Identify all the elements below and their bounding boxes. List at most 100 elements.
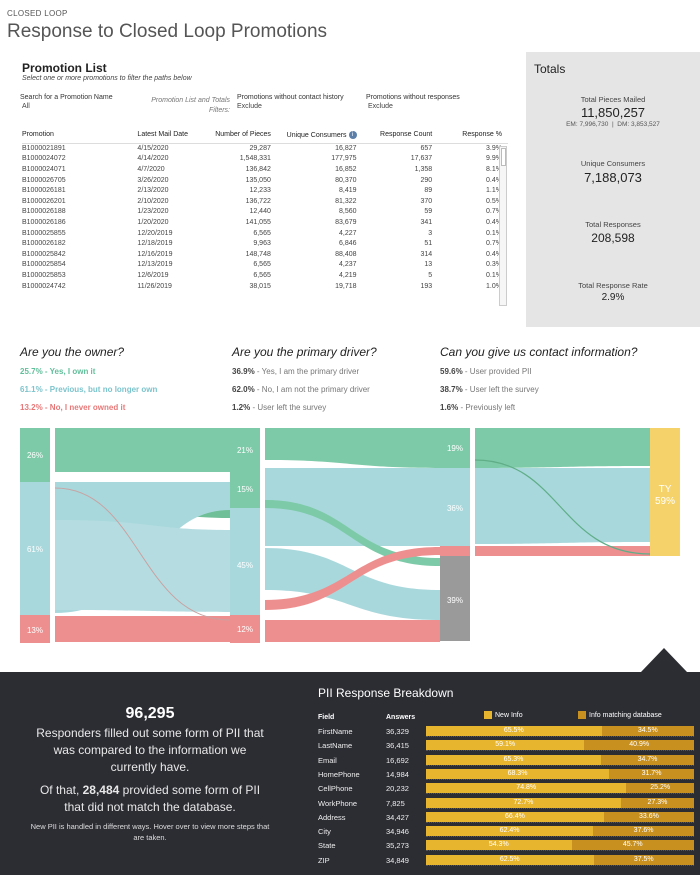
table-row[interactable]: B1000025854 12/13/2019 6,565 4,237 13 0.3% xyxy=(22,260,508,271)
pii-stacked-bar[interactable]: 65.5% 34.5% xyxy=(426,725,694,737)
table-row[interactable]: B1000026188 1/23/2020 12,440 8,560 59 0.7% xyxy=(22,207,508,218)
bar-segment-new-info[interactable] xyxy=(426,754,601,765)
bar-segment-new-info[interactable] xyxy=(426,783,627,794)
table-row[interactable]: B1000026186 1/20/2020 141,055 83,679 341 0.4% xyxy=(22,217,508,228)
pii-row[interactable]: Email 16,692 65.3% 34.7% xyxy=(318,754,694,768)
flow-driver-never[interactable] xyxy=(265,620,440,642)
flow-driver-previous[interactable] xyxy=(265,468,440,546)
pii-row[interactable]: HomePhone 14,984 68.3% 31.7% xyxy=(318,768,694,782)
table-row[interactable]: B1000026182 12/18/2019 9,963 6,846 51 0.7% xyxy=(22,238,508,249)
pii-stacked-bar[interactable]: 54.3% 45.7% xyxy=(426,839,694,852)
table-scrollbar[interactable] xyxy=(499,146,507,306)
bar-segment-matching[interactable] xyxy=(609,768,694,779)
pii-row[interactable]: WorkPhone 7,825 72.7% 27.3% xyxy=(318,797,694,811)
table-row[interactable]: B1000025842 12/16/2019 148,748 88,408 314 0.4… xyxy=(22,249,508,260)
node-driver-45[interactable] xyxy=(230,508,260,615)
pii-row[interactable]: FirstName 36,329 65.5% 34.5% xyxy=(318,725,694,739)
node-driver-15[interactable] xyxy=(230,472,260,508)
node-contact-red[interactable] xyxy=(440,546,470,556)
pii-stacked-bar[interactable]: 65.3% 34.7% xyxy=(426,754,694,766)
pii-row[interactable]: ZIP 34,849 62.5% 37.5% xyxy=(318,854,694,868)
pii-stacked-bar[interactable]: 59.1% 40.9% xyxy=(426,739,694,752)
scrollbar-thumb[interactable] xyxy=(501,148,506,166)
col-latest-mail-date[interactable]: Latest Mail Date xyxy=(137,127,208,144)
bar-segment-matching[interactable] xyxy=(584,740,694,751)
flow-owner-yes[interactable] xyxy=(55,428,230,472)
flow-driver-no[interactable] xyxy=(265,548,440,620)
bar-segment-matching[interactable] xyxy=(620,797,694,808)
info-icon[interactable]: i xyxy=(348,130,357,139)
filter-contact-history-select[interactable]: Exclude xyxy=(237,103,262,110)
question-answer[interactable]: 13.2% - No, I never owned it xyxy=(20,403,125,412)
node-owner-never[interactable] xyxy=(20,615,50,643)
question-answer[interactable]: 38.7% - User left the survey xyxy=(440,385,539,394)
filter-responses-select[interactable]: Exclude xyxy=(368,103,393,110)
col-response-pct[interactable]: Response % xyxy=(438,127,508,144)
question-answer[interactable]: 1.6% - Previously left xyxy=(440,403,515,412)
bar-segment-new-info[interactable] xyxy=(426,826,594,837)
node-contact-36[interactable] xyxy=(440,468,470,546)
col-unique-consumers[interactable]: Unique Consumers i xyxy=(276,127,363,144)
flow-contact-red[interactable] xyxy=(475,546,650,556)
col-promotion[interactable]: Promotion xyxy=(22,127,138,144)
table-row[interactable]: B1000026181 2/13/2020 12,233 8,419 89 1.1% xyxy=(22,185,508,196)
flow-red-cross[interactable] xyxy=(265,547,440,610)
pii-stacked-bar[interactable]: 72.7% 27.3% xyxy=(426,797,694,809)
table-row[interactable]: B1000024072 4/14/2020 1,548,331 177,975 17,6… xyxy=(22,154,508,165)
bar-segment-matching[interactable] xyxy=(593,854,694,865)
pii-stacked-bar[interactable]: 62.4% 37.6% xyxy=(426,825,694,838)
table-row[interactable]: B1000025855 12/20/2019 6,565 4,227 3 0.1% xyxy=(22,228,508,239)
bar-segment-matching[interactable] xyxy=(603,811,694,822)
flow-owner-never[interactable] xyxy=(55,616,230,642)
pii-row[interactable]: State 35,273 54.3% 45.7% xyxy=(318,839,694,853)
question-answer[interactable]: 25.7% - Yes, I own it xyxy=(20,367,95,376)
question-answer[interactable]: 61.1% - Previous, but no longer own xyxy=(20,385,157,394)
bar-segment-new-info[interactable] xyxy=(426,840,572,851)
question-answer[interactable]: 59.6% - User provided PII xyxy=(440,367,532,376)
pii-stacked-bar[interactable]: 74.8% 25.2% xyxy=(426,782,694,795)
node-thank-you[interactable] xyxy=(650,428,680,556)
flow-driver-yes[interactable] xyxy=(265,428,440,468)
bar-segment-new-info[interactable] xyxy=(426,811,604,822)
bar-segment-new-info[interactable] xyxy=(426,740,585,751)
flow-contact-green[interactable] xyxy=(475,428,650,468)
node-contact-19[interactable] xyxy=(440,428,470,468)
bar-segment-new-info[interactable] xyxy=(426,768,610,779)
table-row[interactable]: B1000025853 12/6/2019 6,565 4,219 5 0.1% xyxy=(22,270,508,281)
bar-segment-matching[interactable] xyxy=(601,726,694,736)
question-answer[interactable]: 36.9% - Yes, I am the primary driver xyxy=(232,367,359,376)
table-row[interactable]: B1000021891 4/15/2020 29,287 16,827 657 3.9% xyxy=(22,143,508,154)
pii-stacked-bar[interactable]: 68.3% 31.7% xyxy=(426,768,694,780)
question-answer[interactable]: 62.0% - No, I am not the primary driver xyxy=(232,385,370,394)
table-row[interactable]: B1000026201 2/10/2020 136,722 81,322 370 0.5% xyxy=(22,196,508,207)
node-owner-yes[interactable] xyxy=(20,428,50,482)
bar-segment-matching[interactable] xyxy=(601,754,694,765)
node-contact-39[interactable] xyxy=(440,556,470,641)
pii-row[interactable]: CellPhone 20,232 74.8% 25.2% xyxy=(318,782,694,796)
search-input[interactable]: All xyxy=(22,103,30,110)
bar-segment-new-info[interactable] xyxy=(426,726,602,736)
node-driver-12[interactable] xyxy=(230,615,260,643)
bar-segment-new-info[interactable] xyxy=(426,854,594,865)
question-answer[interactable]: 1.2% - User left the survey xyxy=(232,403,326,412)
flow-contact-blue[interactable] xyxy=(475,468,650,544)
legend-new-info[interactable]: New Info xyxy=(484,711,523,719)
pii-row[interactable]: City 34,946 62.4% 37.6% xyxy=(318,825,694,839)
bar-segment-matching[interactable] xyxy=(626,783,694,794)
flow-green-cross[interactable] xyxy=(265,500,440,566)
col-response-count[interactable]: Response Count xyxy=(362,127,439,144)
node-owner-previous[interactable] xyxy=(20,482,50,615)
pii-stacked-bar[interactable]: 66.4% 33.6% xyxy=(426,811,694,823)
legend-matching[interactable]: Info matching database xyxy=(578,711,662,719)
table-row[interactable]: B1000026705 3/26/2020 135,050 80,370 290 0.4% xyxy=(22,175,508,186)
table-row[interactable]: B1000024742 11/26/2019 38,015 19,718 193 1.0% xyxy=(22,281,508,292)
bar-segment-new-info[interactable] xyxy=(426,797,621,808)
pii-stacked-bar[interactable]: 62.5% 37.5% xyxy=(426,854,694,866)
pii-row[interactable]: Address 34,427 66.4% 33.6% xyxy=(318,811,694,825)
pii-row[interactable]: LastName 36,415 59.1% 40.9% xyxy=(318,739,694,753)
bar-segment-matching[interactable] xyxy=(593,826,694,837)
table-row[interactable]: B1000024071 4/7/2020 136,842 16,852 1,358 8.1… xyxy=(22,164,508,175)
bar-segment-matching[interactable] xyxy=(571,840,694,851)
node-driver-21[interactable] xyxy=(230,428,260,472)
col-number-of-pieces[interactable]: Number of Pieces xyxy=(207,127,277,144)
